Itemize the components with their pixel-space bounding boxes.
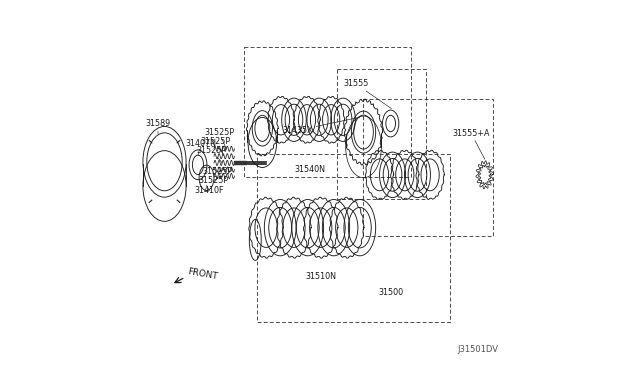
- Text: 31500: 31500: [378, 288, 403, 296]
- Text: 31525P: 31525P: [196, 145, 227, 163]
- Text: 31555+A: 31555+A: [452, 129, 490, 159]
- Text: J31501DV: J31501DV: [458, 344, 499, 353]
- Text: 31540N: 31540N: [294, 165, 325, 174]
- Text: 31555: 31555: [343, 79, 392, 109]
- Text: 31410F: 31410F: [195, 185, 224, 195]
- Text: 31589: 31589: [145, 119, 170, 134]
- Text: 31525P: 31525P: [198, 176, 228, 185]
- Text: 31525P: 31525P: [200, 137, 230, 156]
- Text: 31435X: 31435X: [283, 117, 360, 135]
- Text: FRONT: FRONT: [187, 267, 218, 282]
- Text: 31525P: 31525P: [204, 128, 234, 149]
- Text: 31510N: 31510N: [305, 272, 336, 281]
- Text: 31407N: 31407N: [186, 139, 216, 155]
- Text: 31525P: 31525P: [202, 167, 232, 176]
